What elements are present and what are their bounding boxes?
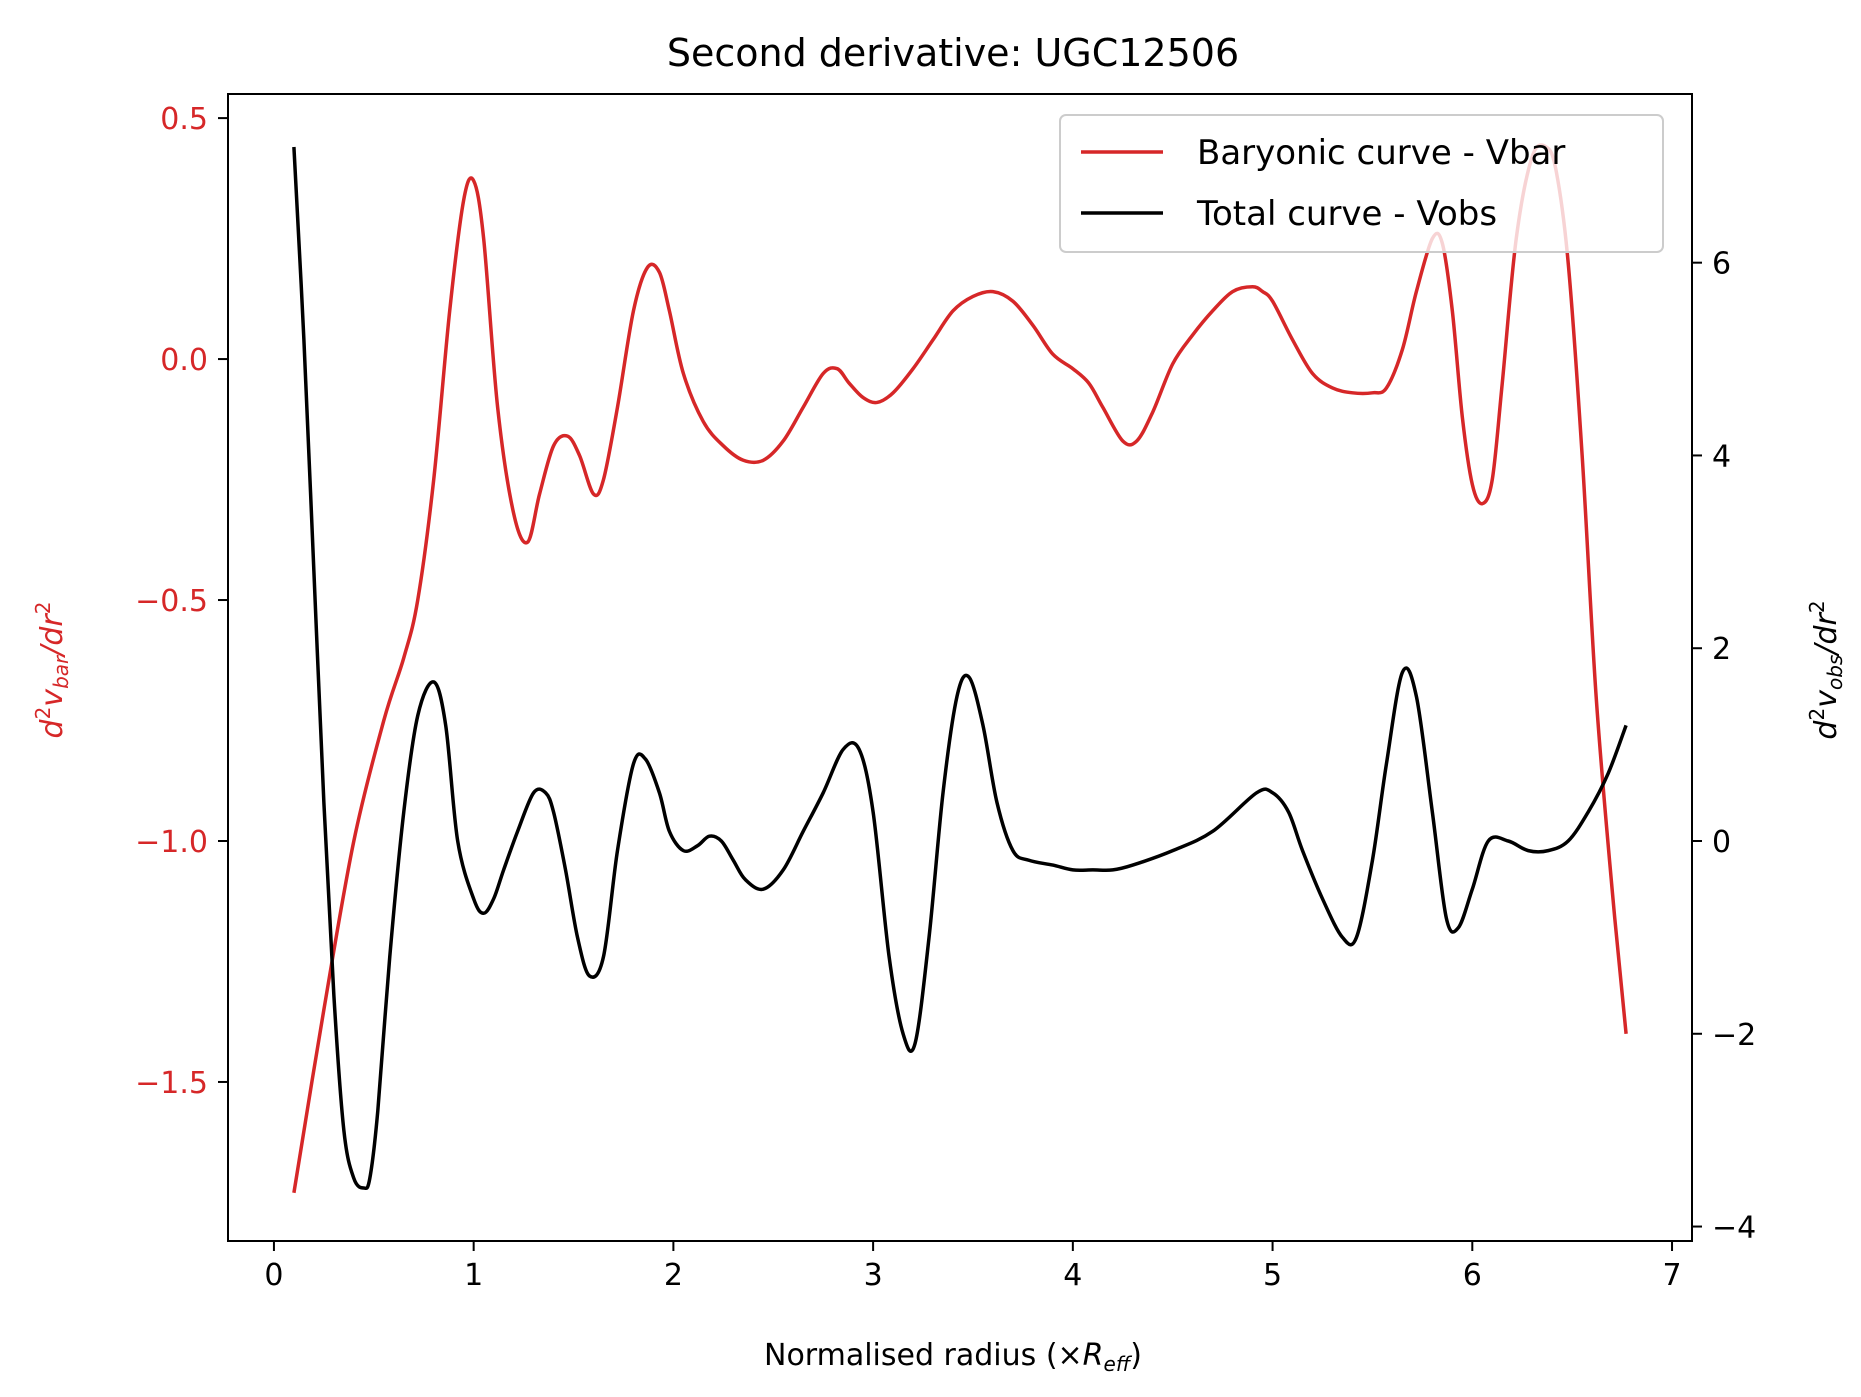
x-tick-label: 6: [1463, 1258, 1482, 1293]
y-right-tick-label: 2: [1712, 632, 1731, 667]
y-axis-right: 6 4 2 0 −2 −4: [1692, 247, 1756, 1246]
y-right-tick-label: −2: [1712, 1018, 1756, 1053]
y-right-tick-label: 0: [1712, 825, 1731, 860]
y-left-tick-label: 0.0: [160, 343, 208, 378]
y-axis-right-label: d2vobs/dr2: [1805, 600, 1847, 739]
x-tick-label: 2: [664, 1258, 683, 1293]
y-left-tick-label: −1.0: [135, 825, 208, 860]
x-tick-label: 1: [464, 1258, 483, 1293]
legend-label-baryonic: Baryonic curve - Vbar: [1197, 133, 1565, 173]
x-tick-label: 7: [1662, 1258, 1681, 1293]
series-line-total: [292, 146, 1628, 1191]
plot-frame: [227, 93, 1693, 1242]
y-axis-left: 0.5 0.0 −0.5 −1.0 −1.5: [135, 102, 228, 1101]
legend-label-total: Total curve - Vobs: [1196, 194, 1497, 234]
series-line-baryonic: [292, 143, 1628, 1194]
x-tick-label: 4: [1063, 1258, 1082, 1293]
legend: Baryonic curve - Vbar Total curve - Vobs: [1059, 114, 1664, 253]
x-axis-label: Normalised radius (×Reff): [764, 1338, 1142, 1376]
y-axis-left-label: d2vbar/dr2: [31, 602, 73, 739]
y-right-tick-label: −4: [1712, 1211, 1756, 1246]
chart-title: Second derivative: UGC12506: [667, 31, 1239, 75]
x-tick-label: 5: [1263, 1258, 1282, 1293]
x-tick-label: 0: [264, 1258, 283, 1293]
y-right-tick-label: 6: [1712, 247, 1731, 282]
legend-frame: [1059, 114, 1664, 253]
x-axis: 0 1 2 3 4 5 6 7: [264, 1241, 1682, 1293]
y-left-tick-label: 0.5: [160, 102, 208, 137]
x-tick-label: 3: [864, 1258, 883, 1293]
series-layer: [292, 143, 1628, 1194]
y-right-tick-label: 4: [1712, 439, 1731, 474]
y-left-tick-label: −1.5: [135, 1066, 208, 1101]
y-left-tick-label: −0.5: [135, 584, 208, 619]
